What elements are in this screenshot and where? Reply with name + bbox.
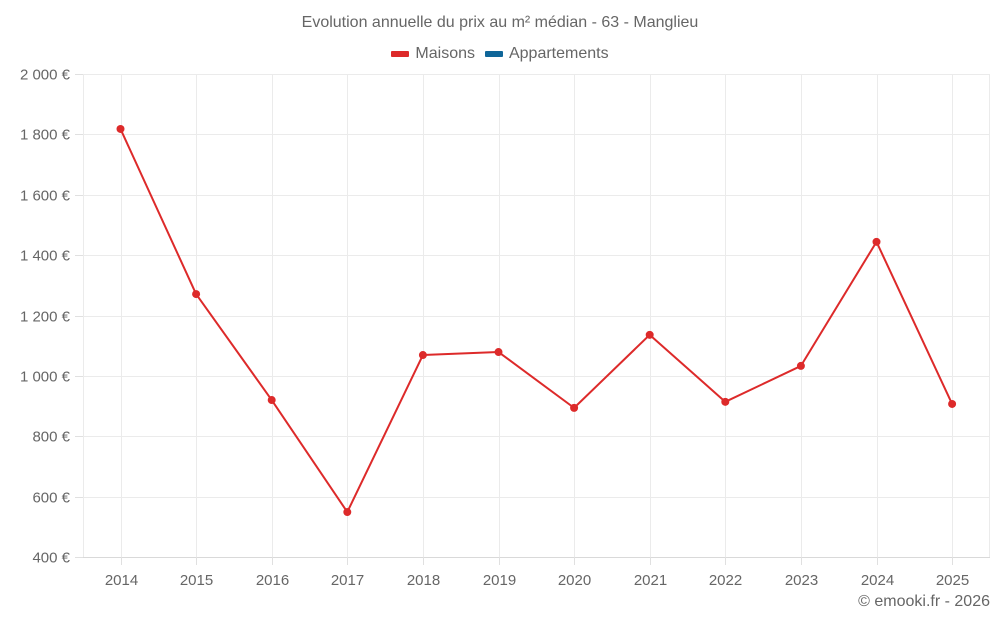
data-point[interactable] <box>721 397 730 406</box>
data-point[interactable] <box>872 237 881 246</box>
x-tick-label: 2016 <box>256 572 289 589</box>
data-point[interactable] <box>948 399 957 408</box>
data-point[interactable] <box>796 361 805 370</box>
chart-legend: Maisons Appartements <box>0 45 1000 63</box>
x-tick-label: 2023 <box>785 572 818 589</box>
data-point[interactable] <box>343 508 352 517</box>
x-tick-label: 2025 <box>936 572 969 589</box>
y-tick-label: 1 200 € <box>20 309 71 326</box>
x-axis-labels: 2014 2015 2016 2017 2018 2019 2020 2021 2022 2023… <box>105 572 969 589</box>
y-tick-label: 1 000 € <box>20 369 71 386</box>
y-tick-label: 400 € <box>32 550 70 567</box>
x-tick-label: 2019 <box>483 572 516 589</box>
legend-label-appartements: Appartements <box>508 45 609 62</box>
legend-item-appartements[interactable]: Appartements <box>484 45 609 63</box>
axes <box>75 74 953 565</box>
legend-item-maisons[interactable]: Maisons <box>391 45 475 63</box>
data-point[interactable] <box>192 290 201 299</box>
x-tick-label: 2014 <box>105 572 138 589</box>
legend-swatch-appartements <box>484 51 503 57</box>
chart-title: Evolution annuelle du prix au m² médian … <box>301 14 699 31</box>
x-tick-label: 2017 <box>331 572 364 589</box>
x-tick-label: 2020 <box>558 572 591 589</box>
legend-label-maisons: Maisons <box>415 45 475 62</box>
x-tick-label: 2015 <box>180 572 213 589</box>
y-tick-label: 2 000 € <box>20 67 71 84</box>
x-tick-label: 2024 <box>861 572 894 589</box>
x-tick-label: 2022 <box>709 572 742 589</box>
data-point[interactable] <box>116 124 125 133</box>
y-tick-label: 1 600 € <box>20 188 71 205</box>
y-tick-label: 1 400 € <box>20 248 71 265</box>
x-tick-label: 2018 <box>407 572 440 589</box>
data-point[interactable] <box>645 330 654 339</box>
series-line <box>119 128 954 514</box>
copyright-credit: © emooki.fr - 2026 <box>858 593 990 610</box>
data-point[interactable] <box>494 348 503 357</box>
y-tick-label: 600 € <box>32 490 70 507</box>
y-tick-label: 800 € <box>32 429 70 446</box>
y-axis-labels: 400 € 600 € 800 € 1 000 € 1 200 € 1 400 € 1 60… <box>20 67 71 567</box>
data-point[interactable] <box>570 403 579 412</box>
data-point[interactable] <box>418 351 427 360</box>
y-tick-label: 1 800 € <box>20 127 71 144</box>
x-tick-label: 2021 <box>634 572 667 589</box>
legend-swatch-maisons <box>391 51 410 57</box>
data-point[interactable] <box>267 396 276 405</box>
grid-lines <box>83 74 990 558</box>
series-maisons <box>116 124 957 517</box>
